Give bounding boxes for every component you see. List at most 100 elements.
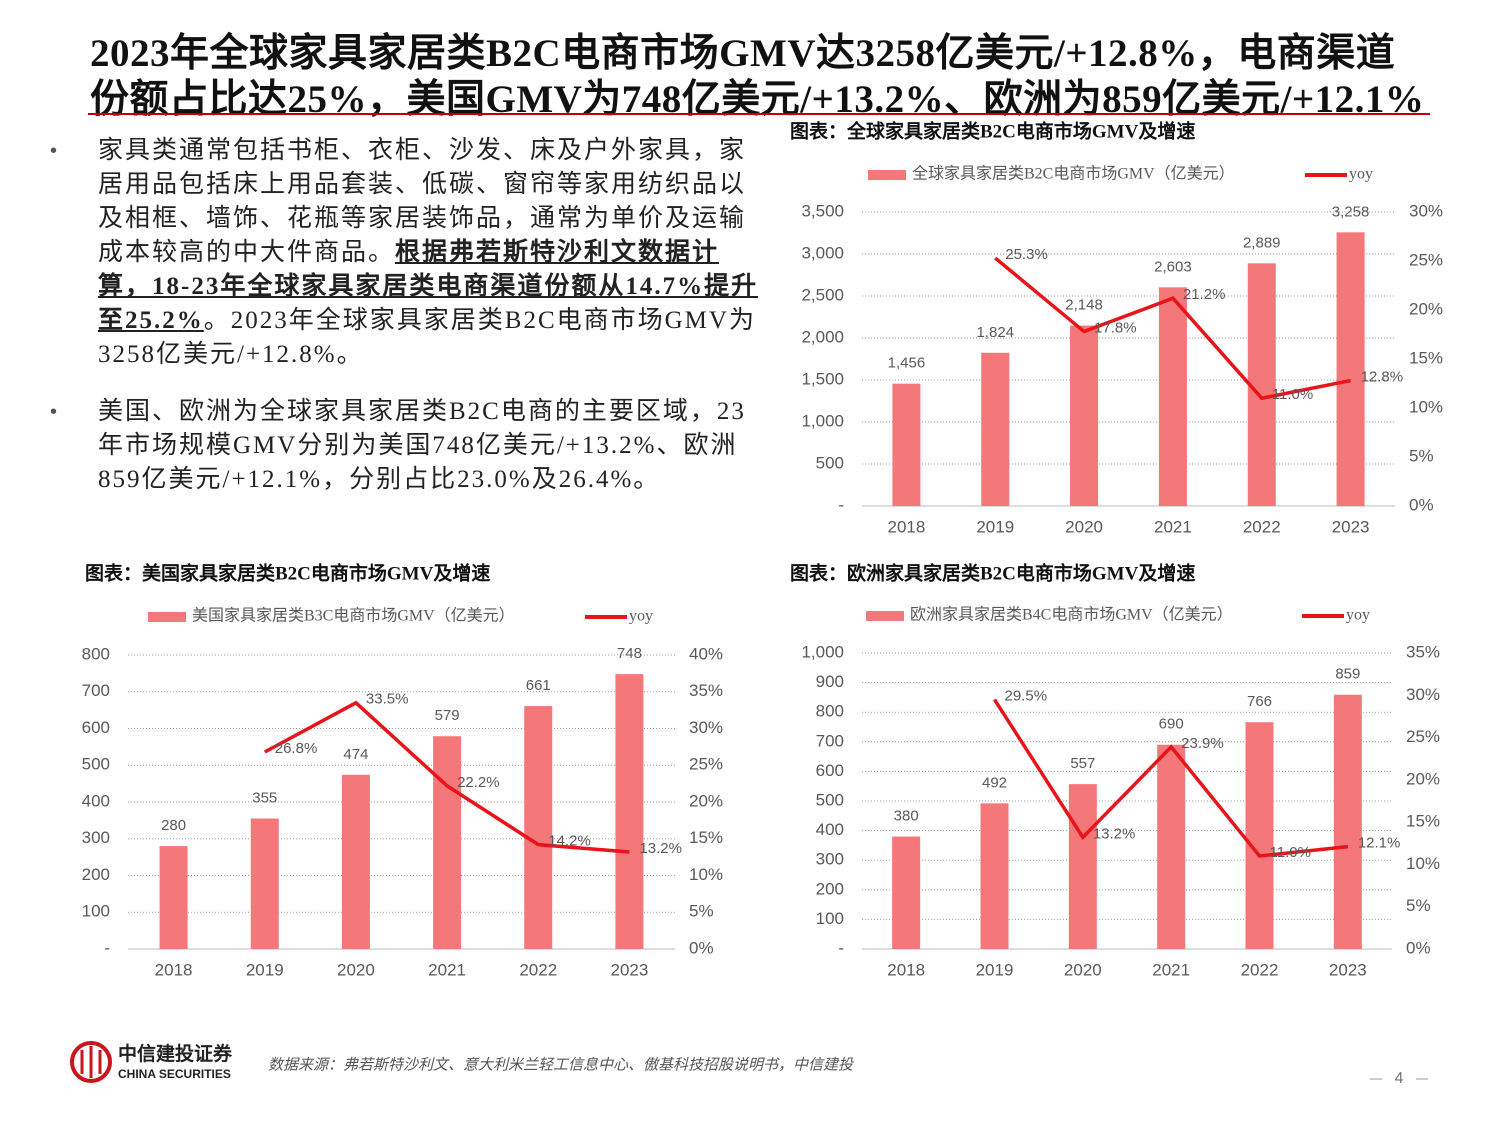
text: 。2023年全球家具家居类B2C电商市场GMV为3258亿美元/+12.8%。 (98, 307, 756, 368)
legend-label: 全球家具家居类B2C电商市场GMV（亿美元） (912, 165, 1235, 183)
bar (615, 674, 644, 949)
y2-tick-label: 30% (1406, 685, 1440, 704)
x-tick-label: 2018 (887, 960, 925, 979)
bar (524, 706, 553, 949)
line (263, 700, 630, 854)
x-tick-label: 2019 (976, 960, 1014, 979)
chart-title: 图表：全球家具家居类B2C电商市场GMV及增速 (790, 119, 1195, 142)
y-tick-label: 800 (82, 644, 110, 663)
y-tick-label: 200 (816, 879, 844, 898)
text: 家具类通常包括书柜、衣柜、沙发、床及户外家具，家居用品包括床上用品套装、低碳、窗… (98, 137, 747, 266)
logo-cn: 中信建投证券 (118, 1042, 233, 1065)
y-tick-label: 400 (816, 820, 844, 839)
y-tick-label: 700 (82, 681, 110, 700)
x-tick-label: 2019 (246, 960, 284, 979)
x-tick-label: 2018 (888, 517, 926, 536)
line (994, 256, 1351, 401)
line-label: 12.1% (1358, 835, 1401, 852)
y2-tick-label: 35% (689, 681, 723, 700)
y-tick-label: 500 (82, 755, 110, 774)
bar (341, 774, 370, 949)
y-tick-label: 400 (82, 791, 110, 810)
bar (1245, 722, 1274, 949)
y2-tick-label: 25% (1406, 727, 1440, 746)
x-tick-label: 2020 (1065, 517, 1103, 536)
x-tick-label: 2022 (1241, 960, 1279, 979)
line-label: 26.8% (275, 740, 318, 757)
bar (892, 836, 921, 949)
y-tick-label: 900 (816, 672, 844, 691)
y-tick-label: 300 (82, 828, 110, 847)
y2-tick-label: 0% (689, 938, 714, 957)
x-tick-label: 2023 (1332, 517, 1370, 536)
bullet-text: 美国、欧洲为全球家具家居类B2C电商的主要区域，23年市场规模GMV分别为美国7… (98, 395, 760, 497)
bar-label: 766 (1247, 693, 1272, 710)
line-label: 11.0% (1272, 386, 1313, 403)
line-label: 29.5% (1005, 687, 1048, 704)
x-tick-label: 2021 (1152, 960, 1190, 979)
line-label: 21.2% (1183, 286, 1226, 303)
bold-text: 根据弗若斯特沙利文数据计算，18-23年全球家具家居类电商渠道份额从14.7%提… (98, 239, 759, 334)
y2-tick-label: 5% (689, 902, 714, 921)
x-tick-label: 2023 (611, 960, 649, 979)
x-tick-label: 2023 (1329, 960, 1367, 979)
line-label: 11.0% (1270, 844, 1311, 861)
y2-tick-label: 25% (689, 755, 723, 774)
y-tick-label: 3,500 (801, 201, 844, 220)
y-tick-label: 600 (816, 761, 844, 780)
y2-tick-label: 15% (689, 828, 723, 847)
title-rule (88, 113, 1430, 115)
bullet-dot: • (50, 140, 58, 162)
legend-swatch (866, 611, 904, 621)
y-tick-label: 800 (816, 702, 844, 721)
logo-en: CHINA SECURITIES (118, 1067, 231, 1081)
y2-tick-label: 10% (1409, 397, 1443, 416)
bar (1070, 325, 1099, 506)
y2-tick-label: 20% (689, 791, 723, 810)
bar-label: 2,603 (1154, 258, 1192, 275)
line-label: 13.2% (639, 840, 682, 857)
y-tick-label: 1,000 (801, 411, 844, 430)
bar (433, 736, 462, 949)
line-label: 17.8% (1094, 320, 1137, 337)
y2-tick-label: 15% (1409, 348, 1443, 367)
y-tick-label: 2,500 (801, 285, 844, 304)
y2-tick-label: 10% (689, 865, 723, 884)
page-number: 4 (1395, 1070, 1404, 1087)
y-tick-label: - (838, 938, 844, 957)
bar (892, 383, 921, 506)
bar (980, 803, 1009, 949)
bar-label: 748 (617, 645, 642, 662)
x-tick-label: 2021 (1154, 517, 1192, 536)
chart-title: 图表：欧洲家具家居类B2C电商市场GMV及增速 (790, 561, 1195, 584)
bar-label: 690 (1159, 716, 1184, 733)
y-tick-label: 2,000 (801, 327, 844, 346)
legend-label: yoy (1349, 166, 1373, 183)
y-tick-label: 700 (816, 731, 844, 750)
y2-tick-label: 40% (689, 644, 723, 663)
legend-label: yoy (1346, 607, 1370, 624)
bar (1068, 784, 1097, 949)
y-tick-label: 100 (82, 902, 110, 921)
bar-label: 557 (1070, 755, 1095, 772)
x-tick-label: 2018 (155, 960, 193, 979)
bar-label: 280 (161, 817, 186, 834)
bullet-dot: • (50, 401, 58, 423)
x-tick-label: 2019 (976, 517, 1014, 536)
bar (1157, 744, 1186, 949)
line-label: 13.2% (1093, 825, 1136, 842)
bar-label: 474 (343, 746, 368, 763)
y-tick-label: 300 (816, 850, 844, 869)
y2-tick-label: 30% (1409, 201, 1443, 220)
y2-tick-label: 5% (1406, 896, 1431, 915)
y2-tick-label: 15% (1406, 812, 1440, 831)
x-tick-label: 2020 (1064, 960, 1102, 979)
legend-label: 美国家具家居类B3C电商市场GMV（亿美元） (192, 607, 515, 625)
y2-tick-label: 0% (1409, 495, 1434, 514)
bar-label: 380 (894, 807, 919, 824)
bullet-text: 家具类通常包括书柜、衣柜、沙发、床及户外家具，家居用品包括床上用品套装、低碳、窗… (98, 134, 760, 372)
page-title: 2023年全球家具家居类B2C电商市场GMV达3258亿美元/+12.8%，电商… (90, 32, 1396, 75)
bar (1336, 232, 1365, 506)
